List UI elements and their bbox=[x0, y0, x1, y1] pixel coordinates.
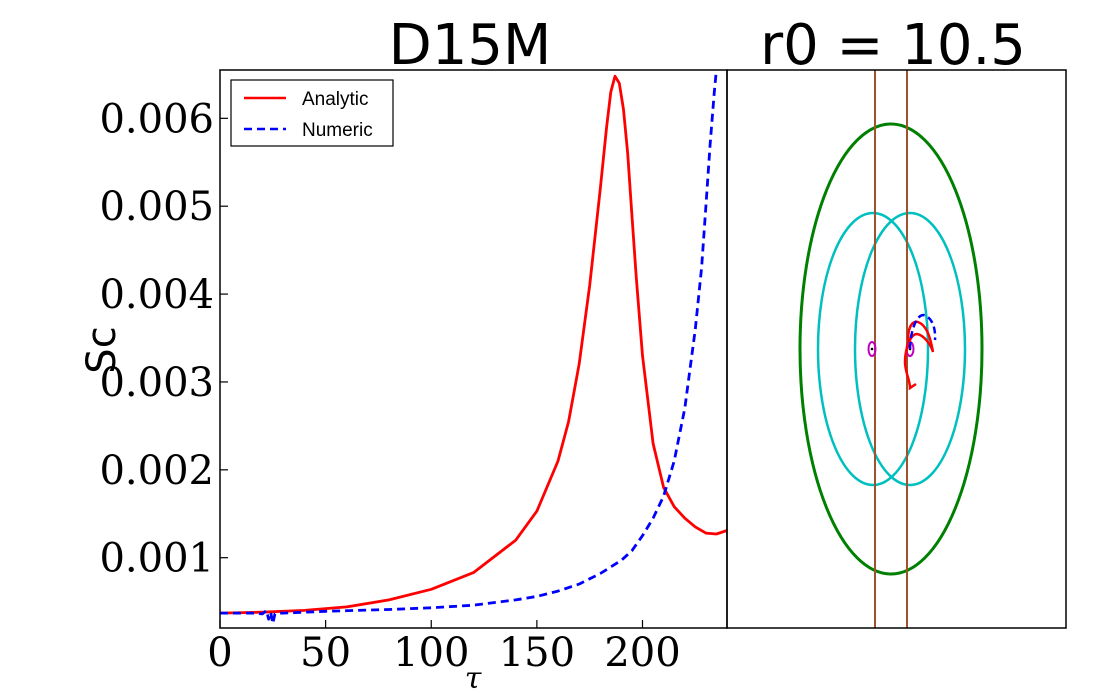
y-tick-label: 0.003 bbox=[99, 360, 214, 406]
x-tick-label: 0 bbox=[207, 630, 232, 676]
inner-orbit-ellipse-left bbox=[816, 211, 930, 487]
series-line-numeric bbox=[220, 70, 718, 625]
marker-left-dot bbox=[870, 347, 874, 351]
x-tick-label: 150 bbox=[499, 630, 575, 676]
left-axis-ticks: 0 50 100 150 200 0.001 0.002 0.003 0.004 0.005 0.0… bbox=[99, 96, 680, 676]
legend-numeric-label: Numeric bbox=[302, 120, 373, 141]
y-axis-label: Sc bbox=[79, 326, 125, 373]
x-tick-label: 100 bbox=[393, 630, 469, 676]
x-tick-label: 50 bbox=[300, 630, 351, 676]
y-tick-label: 0.006 bbox=[99, 96, 214, 142]
right-chart-title: r0 = 10.5 bbox=[760, 13, 1026, 78]
x-tick-label: 200 bbox=[604, 630, 680, 676]
series-line-analytic bbox=[220, 74, 727, 615]
left-chart-title: D15M bbox=[389, 13, 552, 78]
orbit-plot bbox=[798, 70, 984, 628]
legend: Analytic Numeric bbox=[230, 79, 394, 147]
y-tick-label: 0.001 bbox=[99, 536, 214, 582]
left-series-group bbox=[220, 70, 727, 625]
left-plot-frame bbox=[219, 69, 728, 629]
marker-left bbox=[867, 341, 877, 357]
y-tick-label: 0.004 bbox=[99, 272, 214, 318]
y-tick-label: 0.002 bbox=[99, 448, 214, 494]
x-axis-label: τ bbox=[465, 661, 482, 696]
numeric-trajectory bbox=[908, 313, 937, 350]
inner-orbit-ellipse-right bbox=[853, 211, 967, 487]
outer-orbit-ellipse bbox=[798, 122, 984, 576]
legend-box bbox=[230, 79, 394, 147]
legend-analytic-label: Analytic bbox=[302, 89, 369, 110]
y-tick-label: 0.005 bbox=[99, 184, 214, 230]
right-plot-frame bbox=[726, 69, 1067, 629]
